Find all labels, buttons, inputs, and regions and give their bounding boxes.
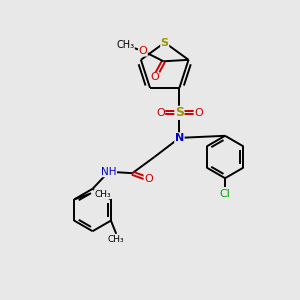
Text: CH₃: CH₃ (116, 40, 134, 50)
Text: CH₃: CH₃ (94, 190, 111, 199)
Text: CH₃: CH₃ (108, 235, 124, 244)
Text: O: O (194, 108, 203, 118)
Text: Cl: Cl (220, 189, 230, 199)
Text: O: O (156, 108, 165, 118)
Text: O: O (150, 73, 159, 82)
Text: NH: NH (101, 167, 116, 177)
Text: N: N (175, 133, 184, 143)
Text: O: O (144, 174, 153, 184)
Text: O: O (139, 46, 147, 56)
Text: S: S (175, 106, 184, 119)
Text: S: S (161, 38, 169, 47)
